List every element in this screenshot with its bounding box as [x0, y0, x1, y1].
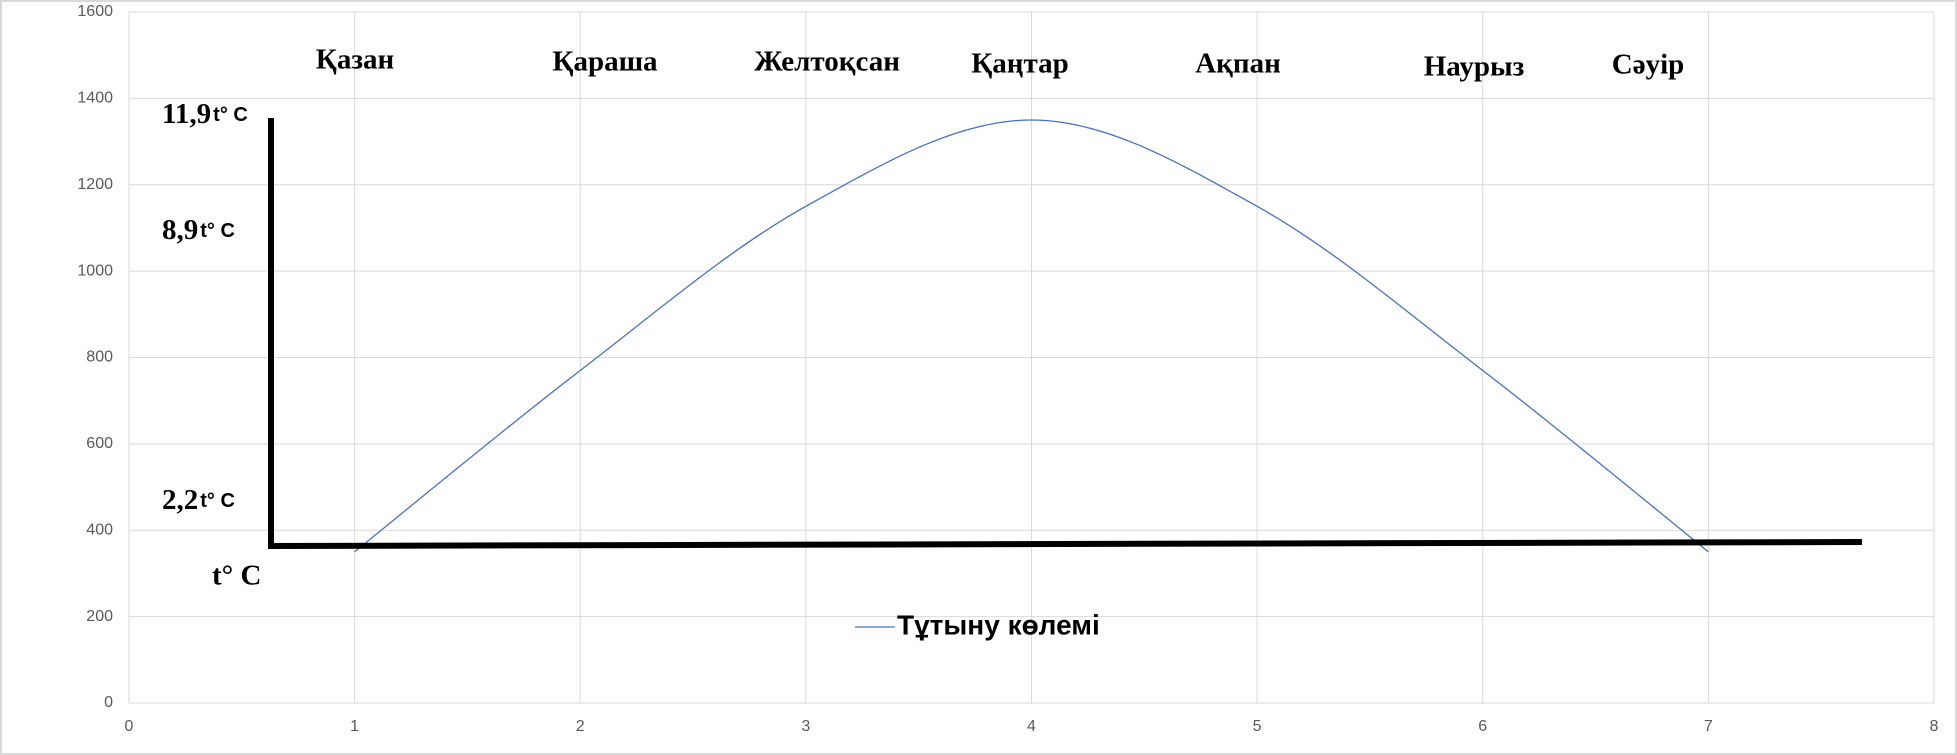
y-tick-label: 0	[104, 694, 113, 711]
legend-label: Тұтыну көлемі	[897, 609, 1100, 640]
month-label: Ақпан	[1195, 48, 1281, 80]
x-tick-label: 8	[1930, 718, 1939, 735]
plot: Тұтыну көлемі	[354, 119, 1709, 640]
temperature-unit: t° C	[200, 490, 235, 512]
temperature-label: 2,2 t° C	[162, 484, 235, 516]
x-tick-label: 3	[801, 718, 810, 735]
temperature-value: 11,9	[162, 98, 211, 130]
y-tick-label: 600	[86, 435, 113, 452]
x-tick-label: 4	[1027, 718, 1036, 735]
x-tick-label: 0	[125, 718, 134, 735]
month-label: Қазан	[316, 44, 394, 76]
y-tick-label: 1000	[77, 262, 113, 279]
x-tick-label: 5	[1253, 718, 1262, 735]
y-tick-label: 800	[86, 349, 113, 366]
x-tick-label: 1	[350, 718, 359, 735]
month-label: Наурыз	[1424, 51, 1525, 83]
y-tick-label: 400	[86, 521, 113, 538]
month-label: Қаңтар	[971, 48, 1068, 80]
axis-label: t° C	[212, 560, 261, 592]
temperature-label: 8,9 t° C	[162, 214, 235, 246]
temperature-value: 8,9	[162, 214, 198, 246]
temperature-value: 2,2	[162, 484, 198, 516]
y-tick-label: 1600	[77, 3, 113, 20]
annotations: Қазан Қараша Желтоқсан Қаңтар Ақпан Наурыз Сәу…	[162, 44, 1684, 592]
x-tick-label: 6	[1478, 718, 1487, 735]
y-tick-label: 200	[86, 608, 113, 625]
grid: 0 200 400 600 800 1000 1200 1400 1600 0 1 2 3 4 5 6 7 8	[77, 3, 1938, 735]
temperature-label: 11,9 t° C	[162, 98, 248, 130]
drawn-horizontal-axis	[267, 539, 1863, 549]
temperature-unit: t° C	[200, 220, 235, 242]
y-tick-label: 1400	[77, 90, 113, 107]
month-label: Қараша	[552, 46, 658, 78]
series-line	[354, 119, 1709, 553]
month-label: Сәуір	[1612, 49, 1685, 81]
x-tick-label: 2	[576, 718, 585, 735]
x-tick-label: 7	[1704, 718, 1713, 735]
month-label: Желтоқсан	[754, 46, 900, 78]
y-tick-label: 1200	[77, 176, 113, 193]
temperature-unit: t° C	[213, 104, 248, 126]
